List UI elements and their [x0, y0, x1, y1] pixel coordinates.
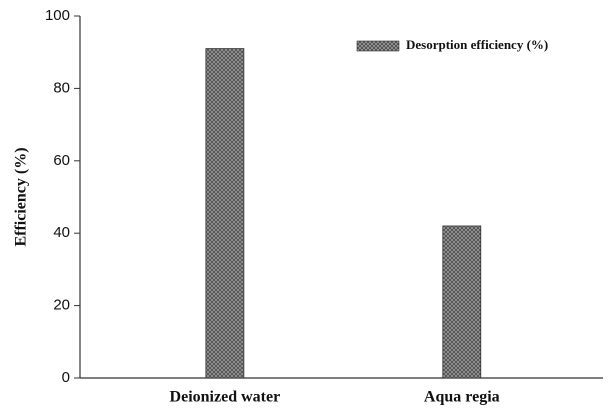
- y-tick-label: 20: [53, 297, 70, 314]
- x-tick-label: Deionized water: [170, 389, 281, 406]
- legend-swatch: [356, 40, 400, 52]
- x-tick-label: Aqua regia: [424, 389, 500, 406]
- y-axis-label: Efficiency (%): [13, 147, 30, 246]
- y-tick-label: 100: [45, 7, 70, 24]
- bar: [205, 48, 245, 379]
- legend-label: Desorption efficiency (%): [406, 37, 548, 52]
- bar: [442, 225, 482, 379]
- y-tick-label: 0: [62, 369, 70, 386]
- y-tick-label: 80: [53, 79, 70, 96]
- y-tick-label: 60: [53, 152, 70, 169]
- y-tick-label: 40: [53, 224, 70, 241]
